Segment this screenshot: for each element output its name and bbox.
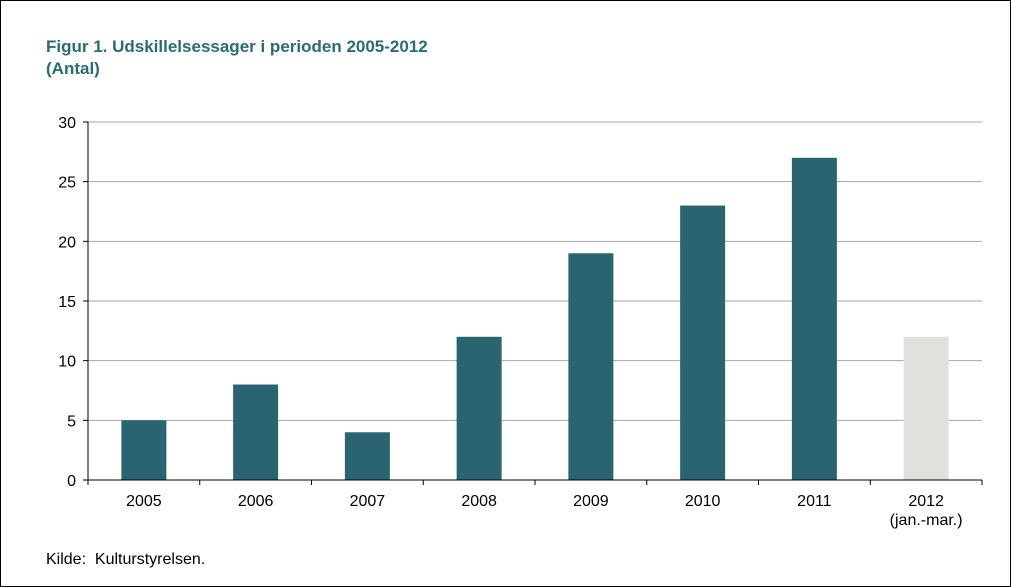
source-note: Kilde: Kulturstyrelsen. — [46, 551, 206, 568]
bar-2010 — [680, 205, 726, 481]
bar-2012 — [903, 336, 949, 480]
bar-2007 — [344, 432, 390, 480]
chart-title-line1: Figur 1. Udskillelsessager i perioden 20… — [46, 37, 428, 56]
y-tick-label: 30 — [58, 115, 76, 132]
y-tick-label: 20 — [58, 234, 76, 251]
chart-title: Figur 1. Udskillelsessager i perioden 20… — [46, 36, 428, 80]
y-tick-label: 5 — [67, 413, 76, 430]
bar-2009 — [568, 253, 614, 480]
bar-2005 — [121, 420, 167, 480]
y-tick-label: 25 — [58, 175, 76, 192]
y-tick-label: 10 — [58, 354, 76, 371]
x-tick-label: 2006 — [238, 493, 274, 510]
x-tick-label: 2009 — [573, 493, 609, 510]
bar-2011 — [791, 157, 837, 481]
bar-2008 — [456, 336, 502, 480]
x-tick-sublabel: (jan.-mar.) — [890, 512, 963, 529]
x-tick-label: 2011 — [797, 493, 832, 510]
x-tick-label: 2005 — [126, 493, 162, 510]
x-tick-label: 2008 — [461, 493, 497, 510]
x-tick-label: 2007 — [350, 493, 386, 510]
y-tick-label: 15 — [58, 294, 76, 311]
x-tick-label: 2010 — [685, 493, 721, 510]
y-tick-label: 0 — [67, 473, 76, 490]
x-tick-label: 2012 — [908, 493, 944, 510]
bar-2006 — [233, 384, 279, 480]
chart-title-line2: (Antal) — [46, 59, 100, 78]
